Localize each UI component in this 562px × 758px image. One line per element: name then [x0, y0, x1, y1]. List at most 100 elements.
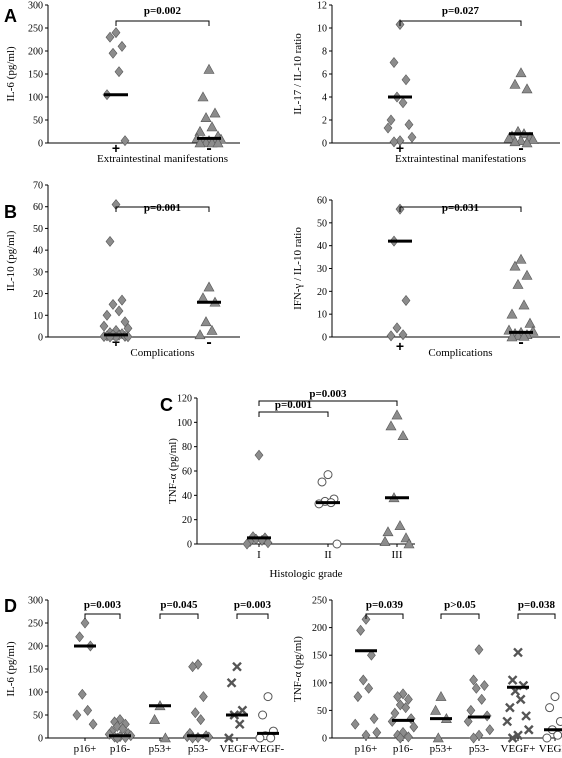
category-label: -: [518, 334, 523, 351]
data-point: [206, 121, 218, 132]
data-point: [72, 709, 82, 721]
y-tick-label: 20: [317, 287, 327, 298]
y-tick-label: 70: [33, 181, 43, 192]
data-point: [521, 269, 533, 280]
data-point: [361, 729, 371, 741]
data-point: [509, 78, 521, 89]
data-point: [392, 322, 402, 334]
data-point: [401, 702, 411, 714]
data-point: [432, 732, 444, 743]
data-point: [382, 526, 394, 537]
data-point: [75, 631, 84, 643]
data-point: [254, 449, 264, 461]
data-point: [114, 66, 124, 78]
significance-bracket: [365, 613, 404, 619]
y-tick-label: 250: [28, 619, 43, 630]
panel-letter-c: C: [160, 395, 173, 415]
category-label: VEGF-: [539, 743, 562, 755]
data-point: [350, 718, 360, 730]
data-point: [509, 136, 521, 147]
data-point: [379, 535, 391, 546]
y-tick-label: 12: [317, 1, 327, 12]
x-axis-label: Complications: [428, 347, 492, 359]
category-label: p16+: [355, 743, 378, 755]
significance-bracket: [517, 613, 556, 619]
data-point: [224, 733, 234, 743]
panel-letter-a: A: [4, 6, 17, 26]
data-point: [234, 719, 245, 730]
y-axis-label: IL-6 (pg/ml): [5, 641, 17, 697]
significance-bracket: [399, 20, 522, 26]
data-point: [553, 730, 562, 740]
y-tick-label: 50: [33, 224, 43, 235]
data-point: [80, 617, 90, 629]
data-point: [102, 309, 112, 321]
y-tick-label: 300: [28, 1, 43, 12]
category-label: p16-: [110, 743, 131, 755]
data-point: [521, 83, 533, 94]
p-value-label: p=0.001: [275, 399, 312, 411]
data-point: [188, 661, 197, 673]
data-point: [542, 733, 552, 743]
y-tick-label: 50: [33, 711, 43, 722]
data-point: [523, 724, 534, 735]
data-point: [518, 330, 530, 341]
data-point: [364, 682, 374, 694]
data-point: [226, 677, 237, 688]
significance-bracket: [115, 20, 210, 26]
category-label: VEGF+: [501, 743, 536, 755]
y-tick-label: 100: [312, 678, 327, 689]
y-tick-label: 0: [322, 139, 327, 150]
data-point: [258, 710, 268, 720]
data-point: [545, 703, 555, 713]
data-point: [200, 112, 212, 122]
significance-bracket: [258, 411, 329, 417]
data-point: [111, 27, 121, 39]
data-point: [430, 704, 442, 715]
data-point: [512, 278, 524, 289]
y-tick-label: 20: [33, 289, 43, 300]
data-point: [435, 690, 447, 701]
y-tick-label: 60: [33, 202, 43, 213]
data-point: [391, 409, 403, 420]
data-point: [323, 470, 333, 480]
data-point: [469, 732, 478, 744]
data-point: [194, 137, 206, 148]
data-point: [108, 298, 118, 310]
data-point: [353, 691, 363, 703]
data-point: [194, 125, 206, 136]
data-point: [507, 675, 518, 685]
y-tick-label: 0: [38, 734, 43, 745]
data-point: [108, 47, 118, 59]
x-axis-label: Histologic grade: [269, 568, 342, 580]
data-point: [394, 520, 406, 531]
significance-bracket: [440, 613, 480, 619]
category-label: p53-: [188, 743, 209, 755]
data-point: [77, 688, 87, 700]
x-axis-label: Extraintestinal manifestations: [97, 153, 228, 165]
y-tick-label: 200: [312, 623, 327, 634]
y-tick-label: 30: [317, 264, 327, 275]
data-point: [105, 235, 115, 247]
y-tick-label: 40: [182, 491, 192, 502]
data-point: [99, 320, 109, 332]
significance-bracket: [115, 206, 210, 212]
y-tick-label: 40: [33, 246, 43, 257]
chart-c: 0 20 40 60 80 100 120 TNF-α (pg/ml) Histologic g…: [167, 388, 415, 580]
category-label: III: [392, 549, 403, 561]
y-tick-label: 80: [182, 442, 192, 453]
y-tick-label: 60: [317, 196, 327, 207]
p-value-label: p=0.003: [234, 599, 272, 611]
p-value-label: p=0.031: [442, 202, 479, 214]
y-tick-label: 250: [312, 596, 327, 607]
data-point: [509, 260, 521, 271]
data-point: [317, 477, 327, 487]
p-value-label: p>0.05: [444, 599, 476, 611]
y-axis-label: IL-10 (pg/ml): [5, 230, 17, 291]
category-label: -: [518, 140, 523, 157]
data-point: [88, 718, 98, 730]
data-point: [332, 539, 342, 549]
x-axis-label: Complications: [130, 347, 194, 359]
y-axis-label: IFN-γ / IL-10 ratio: [292, 227, 304, 310]
